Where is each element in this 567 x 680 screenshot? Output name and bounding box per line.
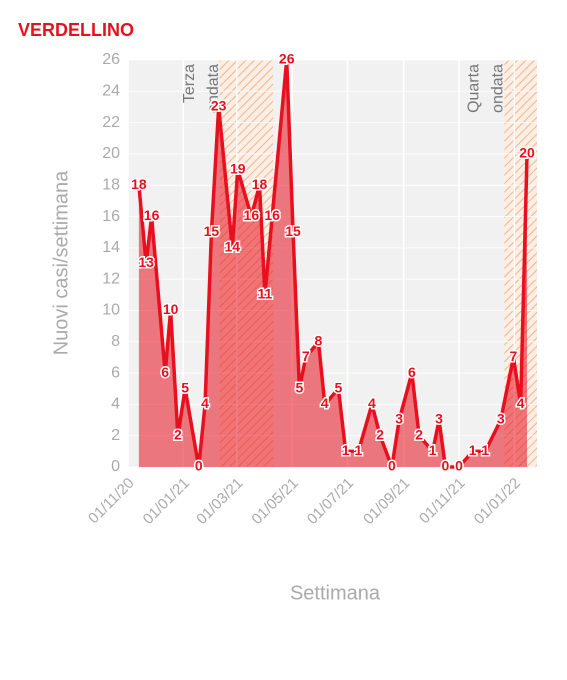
x-tick-label: 01/05/21: [248, 475, 301, 528]
data-label: 1: [481, 442, 489, 458]
data-label: 1: [429, 442, 437, 458]
y-tick-label: 4: [111, 396, 120, 413]
y-tick-label: 22: [102, 114, 120, 131]
data-label: 15: [204, 223, 220, 239]
y-axis-title: Nuovi casi/settimana: [50, 170, 72, 355]
data-label: 16: [244, 207, 260, 223]
data-label: 6: [161, 364, 169, 380]
data-label: 1: [469, 442, 477, 458]
x-tick-label: 01/11/21: [416, 475, 469, 528]
data-label: 3: [395, 411, 403, 427]
data-label: 14: [225, 239, 241, 255]
data-label: 7: [302, 348, 310, 364]
data-label: 10: [163, 301, 179, 317]
data-label: 16: [144, 207, 160, 223]
data-label: 23: [211, 98, 227, 114]
x-tick-label: 01/07/21: [304, 475, 357, 528]
data-label: 2: [415, 426, 423, 442]
data-label: 0: [442, 458, 450, 474]
data-label: 8: [315, 332, 323, 348]
data-label: 4: [321, 395, 329, 411]
data-label: 0: [195, 458, 203, 474]
x-tick-label: 01/01/21: [140, 475, 193, 528]
y-tick-label: 12: [102, 270, 120, 287]
data-label: 15: [285, 223, 301, 239]
y-tick-label: 20: [102, 145, 120, 162]
x-tick-label: 01/11/20: [85, 475, 138, 528]
data-label: 6: [408, 364, 416, 380]
data-label: 0: [388, 458, 396, 474]
data-label: 13: [138, 254, 154, 270]
data-label: 7: [510, 348, 518, 364]
data-label: 18: [131, 176, 147, 192]
data-label: 19: [230, 160, 246, 176]
x-axis-title: Settimana: [290, 582, 381, 604]
y-tick-label: 10: [102, 302, 120, 319]
y-tick-label: 26: [102, 51, 120, 68]
band-label: ondata: [205, 64, 222, 113]
data-label: 2: [376, 426, 384, 442]
data-label: 20: [519, 145, 535, 161]
data-label: 4: [201, 395, 209, 411]
data-label: 16: [264, 207, 280, 223]
x-tick-label: 01/03/21: [193, 475, 246, 528]
data-label: 0: [455, 458, 463, 474]
x-tick-label: 01/09/21: [360, 475, 413, 528]
y-tick-label: 16: [102, 208, 120, 225]
line: [137, 58, 529, 469]
band-label: Terza: [181, 64, 198, 103]
data-label: 1: [342, 442, 350, 458]
y-tick-label: 14: [102, 239, 120, 256]
y-tick-label: 18: [102, 176, 120, 193]
y-tick-label: 24: [102, 83, 120, 100]
x-tick-label: 01/01/22: [471, 475, 524, 528]
data-label: 2: [174, 426, 182, 442]
data-label: 11: [258, 286, 273, 302]
y-tick-label: 0: [111, 458, 120, 475]
data-label: 5: [334, 379, 342, 395]
band-label: Quarta: [466, 64, 483, 113]
data-label: 3: [435, 411, 443, 427]
y-tick-label: 8: [111, 333, 120, 350]
data-label: 4: [517, 395, 525, 411]
data-label: 4: [368, 395, 376, 411]
data-label: 5: [296, 379, 304, 395]
band-label: ondata: [490, 64, 507, 113]
data-label: 5: [181, 379, 189, 395]
data-label: 1: [354, 442, 362, 458]
data-label: 18: [252, 176, 268, 192]
area: [138, 60, 528, 467]
y-tick-label: 6: [111, 364, 120, 381]
data-label: 26: [279, 51, 295, 67]
y-tick-label: 2: [111, 427, 120, 444]
chart-title: VERDELLINO: [18, 20, 134, 40]
data-label: 3: [497, 411, 505, 427]
